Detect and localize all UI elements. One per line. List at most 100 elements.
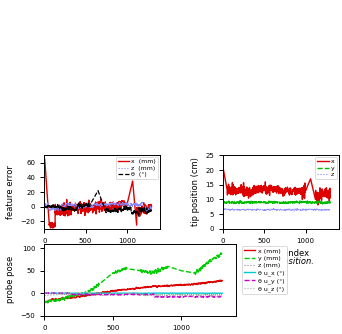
θ u_y (°) [42,291,47,295]
θ u_x (°) [220,291,224,295]
θ u_y (°) [194,295,198,299]
y (mm) [220,252,224,256]
θ  (°) [96,189,100,193]
Line: x: x [223,170,330,205]
Y-axis label: feature error: feature error [6,165,15,219]
z [223,207,227,211]
z [328,208,332,212]
z  (mm) [45,204,49,208]
x  (mm) [43,165,47,169]
Line: θ  (°): θ (°) [44,191,152,216]
z [292,209,297,213]
θ u_x (°) [46,291,50,295]
θ u_z (°) [42,291,47,295]
z  (mm) [90,203,94,207]
z (mm) [122,293,126,297]
Line: z: z [223,208,330,211]
z [221,208,225,212]
θ u_x (°) [44,291,48,295]
z (mm) [143,294,147,298]
θ u_x (°) [122,291,126,295]
θ u_z (°) [122,291,126,295]
θ u_z (°) [44,291,48,295]
Line: θ u_z (°): θ u_z (°) [44,293,222,296]
x [316,203,320,207]
θ u_y (°) [220,293,224,297]
z  (mm) [43,202,47,206]
θ  (°) [149,207,154,211]
x [328,194,332,198]
θ u_z (°) [144,294,148,298]
z (mm) [201,292,206,296]
Y-axis label: probe pose: probe pose [6,256,15,303]
y (mm) [46,301,50,305]
Line: θ u_x (°): θ u_x (°) [44,293,222,294]
x  (mm) [42,157,47,161]
z (mm) [113,291,117,295]
θ u_z (°) [201,293,206,297]
x  (mm) [45,185,49,189]
x (mm) [220,279,224,283]
Line: y (mm): y (mm) [44,253,222,303]
z  (mm) [103,202,107,206]
Line: x  (mm): x (mm) [44,159,152,228]
z  (mm) [149,206,154,210]
x (mm) [46,299,50,303]
x  (mm) [109,205,113,209]
Y-axis label: tip position (cm): tip position (cm) [190,158,200,226]
x  (mm) [90,207,94,211]
θ u_x (°) [47,292,51,296]
z (mm) [46,293,50,297]
θ u_z (°) [220,292,224,296]
z [282,208,286,212]
Text: (a) Feature error.: (a) Feature error. [66,257,138,266]
θ u_z (°) [205,294,209,298]
z (mm) [144,293,148,297]
z [317,207,321,211]
Line: z (mm): z (mm) [44,293,222,296]
θ u_y (°) [144,292,148,296]
θ  (°) [90,199,94,203]
θ  (°) [138,207,142,211]
z [269,207,273,211]
Line: y: y [223,201,330,204]
θ u_x (°) [144,291,148,295]
x (mm) [218,278,222,282]
θ u_y (°) [46,291,50,295]
z (mm) [44,293,48,297]
z [287,208,291,212]
z  (mm) [140,199,144,203]
θ  (°) [45,205,49,209]
x [287,193,291,197]
θ u_z (°) [131,291,135,295]
x (mm) [42,300,47,304]
x  (mm) [138,209,142,213]
x (mm) [201,281,205,285]
θ  (°) [136,214,141,218]
z [222,207,226,211]
y [282,201,286,205]
y [269,200,273,204]
x [282,193,286,197]
z (mm) [42,294,47,298]
x (mm) [122,288,126,292]
θ u_x (°) [153,291,157,295]
y (mm) [219,251,223,255]
y [221,200,225,204]
y (mm) [144,270,148,274]
y (mm) [153,271,157,275]
y [317,200,321,204]
y [288,200,292,204]
y [328,201,332,205]
x  (mm) [149,204,154,208]
Legend: x (mm), y (mm), z (mm), θ u_x (°), θ u_y (°), θ u_z (°): x (mm), y (mm), z (mm), θ u_x (°), θ u_y… [242,246,287,294]
Line: x (mm): x (mm) [44,280,222,302]
x [269,187,273,191]
θ u_x (°) [52,291,56,295]
x  (mm) [103,204,107,208]
z (mm) [153,292,157,296]
y [222,200,226,204]
x  (mm) [50,226,54,230]
x (mm) [44,300,48,304]
θ  (°) [42,204,47,208]
